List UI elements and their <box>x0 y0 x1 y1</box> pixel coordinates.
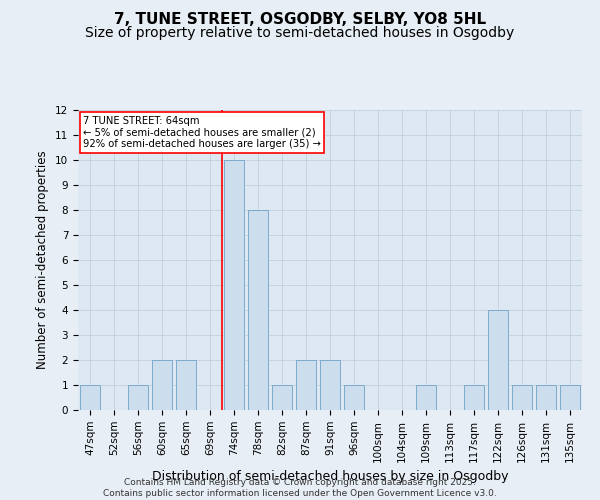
Bar <box>512 385 532 410</box>
Bar <box>488 310 508 410</box>
Bar <box>536 385 556 410</box>
Bar <box>128 385 148 410</box>
X-axis label: Distribution of semi-detached houses by size in Osgodby: Distribution of semi-detached houses by … <box>152 470 508 483</box>
Bar <box>224 160 244 410</box>
Bar <box>560 385 580 410</box>
Text: 7, TUNE STREET, OSGODBY, SELBY, YO8 5HL: 7, TUNE STREET, OSGODBY, SELBY, YO8 5HL <box>114 12 486 28</box>
Bar <box>152 360 172 410</box>
Bar <box>344 385 364 410</box>
Text: Size of property relative to semi-detached houses in Osgodby: Size of property relative to semi-detach… <box>85 26 515 40</box>
Bar <box>272 385 292 410</box>
Bar <box>416 385 436 410</box>
Bar <box>176 360 196 410</box>
Bar <box>248 210 268 410</box>
Bar <box>320 360 340 410</box>
Y-axis label: Number of semi-detached properties: Number of semi-detached properties <box>37 150 49 370</box>
Bar <box>464 385 484 410</box>
Text: Contains HM Land Registry data © Crown copyright and database right 2025.
Contai: Contains HM Land Registry data © Crown c… <box>103 478 497 498</box>
Text: 7 TUNE STREET: 64sqm
← 5% of semi-detached houses are smaller (2)
92% of semi-de: 7 TUNE STREET: 64sqm ← 5% of semi-detach… <box>83 116 321 149</box>
Bar <box>80 385 100 410</box>
Bar <box>296 360 316 410</box>
